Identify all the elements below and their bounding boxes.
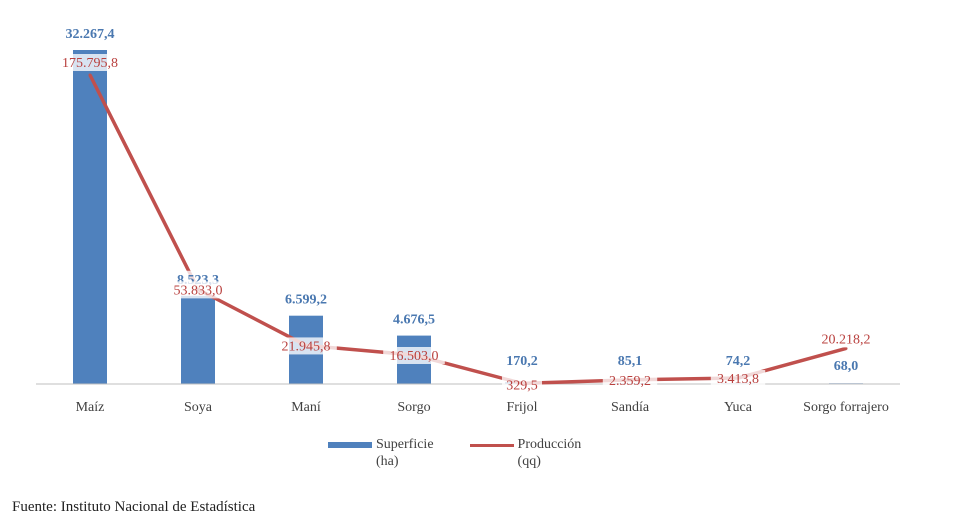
line-point-0: [88, 73, 92, 77]
legend-item-superficie: Superficie (ha): [328, 436, 434, 470]
bar-label-0: 32.267,4: [66, 27, 115, 42]
bar-label-3: 4.676,5: [393, 313, 435, 328]
line-label-6: 3.413,8: [717, 372, 759, 387]
x-tick-label-1: Soya: [184, 400, 213, 415]
legend: Superficie (ha) Producción (qq): [328, 436, 581, 470]
line-label-2-bg: [275, 337, 337, 355]
bar-label-2: 6.599,2: [285, 293, 327, 308]
line-label-2: 21.945,8: [282, 339, 331, 354]
x-tick-label-3: Sorgo: [397, 400, 430, 415]
bar-label-3-bg: [386, 310, 442, 328]
x-tick-label-4: Frijol: [506, 400, 537, 415]
bar-label-4-bg: [502, 352, 542, 369]
bar-label-4: 170,2: [506, 354, 538, 369]
legend-label-superficie: Superficie: [376, 437, 434, 452]
bar-0: [73, 50, 107, 384]
line-label-4-bg: [502, 376, 542, 394]
line-label-1-bg: [167, 281, 229, 299]
line-label-5: 2.359,2: [609, 374, 651, 389]
bar-label-6-bg: [721, 352, 755, 369]
line-label-3-bg: [383, 346, 445, 364]
bar-label-7-bg: [829, 357, 863, 374]
bar-label-7: 68,0: [834, 359, 859, 374]
line-label-7: 20.218,2: [822, 332, 871, 347]
bar-1: [181, 295, 215, 384]
tick-labels-group: Maíz Soya Maní Sorgo Frijol Sandía Yuca Sorgo f…: [76, 400, 889, 415]
bar-label-5-bg: [613, 352, 647, 369]
legend-unit-superficie: (ha): [376, 454, 399, 469]
legend-label-produccion: Producción: [517, 437, 582, 452]
line-label-5-bg: [602, 371, 658, 389]
x-tick-label-7: Sorgo forrajero: [803, 400, 889, 415]
bar-label-2-bg: [278, 290, 334, 308]
legend-swatch-line: [469, 444, 514, 447]
bars-group: [73, 50, 863, 384]
line-point-7: [844, 346, 848, 350]
legend-unit-produccion: (qq): [517, 454, 541, 469]
x-tick-label-2: Maní: [291, 400, 321, 415]
line-label-4: 329,5: [506, 378, 538, 393]
legend-item-produccion: Producción (qq): [469, 436, 582, 470]
line-label-0: 175.795,8: [62, 56, 118, 71]
x-tick-label-6: Yuca: [724, 400, 753, 415]
line-label-6-bg: [710, 369, 766, 387]
source-note: Fuente: Instituto Nacional de Estadístic…: [12, 499, 256, 515]
x-tick-label-0: Maíz: [76, 400, 105, 415]
bar-label-6: 74,2: [726, 354, 751, 369]
legend-swatch-bar: [328, 442, 372, 448]
x-tick-label-5: Sandía: [611, 400, 650, 415]
bar-label-0-bg: [59, 25, 121, 42]
line-label-7-bg: [815, 330, 877, 348]
bar-label-5: 85,1: [618, 354, 643, 369]
line-label-1: 53.833,0: [174, 283, 223, 298]
line-label-3: 16.503,0: [390, 349, 439, 364]
line-label-0-bg: [55, 54, 125, 71]
